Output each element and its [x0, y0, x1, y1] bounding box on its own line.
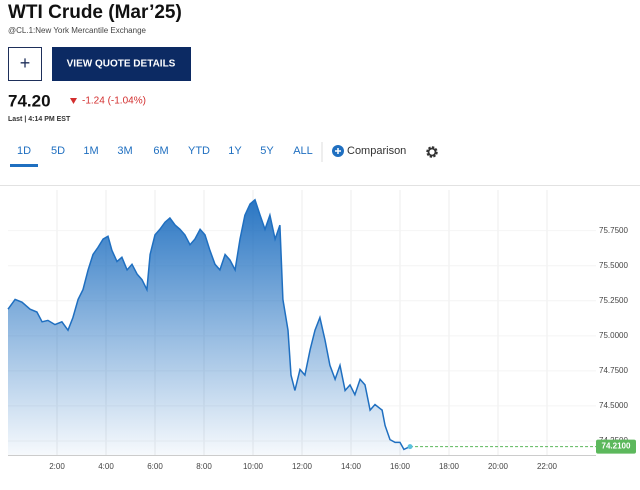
tab[interactable]: 1Y [228, 145, 242, 157]
comparison-plus [335, 148, 341, 154]
settings-icon[interactable] [426, 146, 438, 158]
x-tick-label: 12:00 [292, 462, 313, 471]
x-tick-label: 16:00 [390, 462, 411, 471]
y-tick-label: 74.7500 [599, 366, 628, 375]
tab[interactable]: 1D [17, 145, 31, 157]
x-tick-label: 4:00 [98, 462, 114, 471]
x-tick-label: 22:00 [537, 462, 558, 471]
tab[interactable]: YTD [188, 145, 210, 157]
change: -1.24 (-1.04%) [82, 96, 146, 107]
details-button[interactable] [52, 47, 191, 81]
price-line [7, 198, 411, 451]
last-price-box [596, 439, 636, 454]
details-button-label: VIEW QUOTE DETAILS [67, 59, 176, 70]
x-tick-label: 2:00 [49, 462, 65, 471]
tab[interactable]: ALL [293, 145, 313, 157]
subtitle: @CL.1:New York Mercantile Exchange [8, 26, 147, 35]
tab[interactable]: 1M [83, 145, 98, 157]
down-arrow [70, 98, 77, 104]
add-button-label: + [20, 53, 31, 73]
last-price-marker [407, 444, 413, 450]
x-tick-label: 10:00 [243, 462, 264, 471]
tab[interactable]: 3M [117, 145, 132, 157]
last-price-label: 74.2100 [602, 442, 631, 451]
x-tick-label: 14:00 [341, 462, 362, 471]
tab[interactable]: 5Y [260, 145, 274, 157]
tab-underline [10, 164, 38, 167]
tab[interactable]: 6M [153, 145, 168, 157]
chart: 2:00 4:00 6:00 8:00 10:00 12:00 14:00 16:00 18:0… [7, 190, 636, 471]
x-tick-label: 6:00 [147, 462, 163, 471]
comparison[interactable]: Comparison [347, 145, 406, 157]
y-tick-label: 74.5000 [599, 401, 628, 410]
y-tick-label: 75.5000 [599, 261, 628, 270]
x-tick-label: 18:00 [439, 462, 460, 471]
y-tick-label: 75.2500 [599, 296, 628, 305]
tab[interactable]: 5D [51, 145, 65, 157]
last-time: Last | 4:14 PM EST [8, 116, 71, 123]
y-tick-label: 75.0000 [599, 331, 628, 340]
add-button[interactable] [8, 47, 42, 81]
area-fill [8, 199, 411, 455]
price: 74.20 [8, 91, 51, 110]
tabs: 1D 5D 1M 3M 6M YTD 1Y 5Y ALL [10, 145, 313, 167]
y-tick-label: 75.7500 [599, 226, 628, 235]
x-tick-label: 8:00 [196, 462, 212, 471]
x-tick-label: 20:00 [488, 462, 509, 471]
title: WTI Crude (Mar’25) [8, 2, 182, 23]
